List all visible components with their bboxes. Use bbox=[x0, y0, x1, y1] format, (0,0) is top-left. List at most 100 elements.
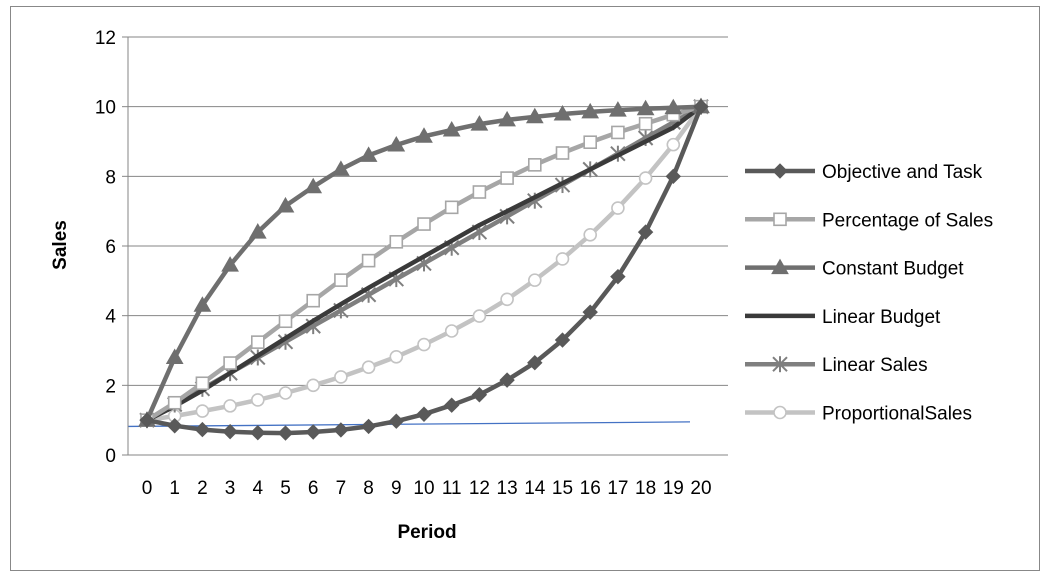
y-tick-label: 8 bbox=[105, 167, 116, 188]
data-point-square bbox=[251, 335, 265, 349]
x-tick-label: 12 bbox=[469, 478, 490, 499]
data-point-square bbox=[611, 125, 625, 140]
data-point-circle bbox=[666, 137, 681, 152]
series-objective-and-task bbox=[139, 98, 709, 441]
y-tick-label: 12 bbox=[95, 28, 116, 49]
data-point-triangle bbox=[415, 127, 433, 143]
x-tick-label: 7 bbox=[336, 478, 347, 499]
data-point-circle bbox=[195, 404, 210, 418]
x-tick-label: 0 bbox=[142, 478, 153, 499]
data-point-diamond bbox=[388, 413, 405, 429]
x-tick-label: 11 bbox=[442, 478, 462, 499]
data-point-circle bbox=[555, 252, 570, 266]
data-point-square bbox=[638, 116, 653, 131]
x-tick-label: 10 bbox=[413, 478, 434, 499]
data-point-square bbox=[583, 135, 598, 149]
reference-line bbox=[127, 421, 691, 428]
data-point-circle bbox=[638, 171, 653, 185]
data-point-triangle bbox=[304, 177, 323, 194]
legend-entry: Linear Sales bbox=[745, 355, 928, 376]
x-tick-label: 4 bbox=[253, 478, 264, 499]
data-point-diamond bbox=[305, 424, 321, 440]
data-point-diamond bbox=[665, 168, 682, 185]
data-point-circle bbox=[417, 337, 431, 352]
x-tick-label: 16 bbox=[580, 478, 601, 499]
x-tick-label: 1 bbox=[169, 478, 180, 499]
data-point-diamond bbox=[443, 397, 460, 413]
legend-entry: ProportionalSales bbox=[745, 404, 972, 425]
x-tick-label: 18 bbox=[635, 478, 656, 499]
data-point-diamond bbox=[637, 224, 654, 240]
data-point-triangle bbox=[387, 135, 406, 152]
data-point-diamond bbox=[139, 412, 155, 428]
y-tick-label: 2 bbox=[105, 376, 116, 397]
data-point-triangle bbox=[359, 146, 378, 162]
data-point-triangle bbox=[609, 101, 627, 117]
data-point-triangle bbox=[193, 296, 212, 312]
data-point-triangle bbox=[664, 98, 683, 115]
data-point-diamond bbox=[693, 98, 709, 115]
data-point-triangle bbox=[248, 223, 267, 239]
data-point-triangle bbox=[636, 99, 655, 116]
data-point-circle bbox=[361, 360, 376, 375]
x-tick-label: 15 bbox=[552, 478, 573, 499]
data-point-circle bbox=[306, 378, 321, 393]
data-point-triangle bbox=[165, 348, 184, 364]
data-point-triangle bbox=[525, 107, 544, 124]
legend-entry: Linear Budget bbox=[745, 307, 941, 328]
data-point-circle bbox=[250, 393, 265, 407]
y-axis-title: Sales bbox=[50, 220, 71, 270]
data-point-diamond bbox=[772, 163, 788, 179]
data-point-square bbox=[389, 235, 404, 249]
data-point-star bbox=[772, 356, 788, 373]
data-point-square bbox=[500, 171, 514, 185]
data-point-circle bbox=[334, 370, 348, 384]
data-point-circle bbox=[472, 309, 487, 323]
data-point-circle bbox=[444, 324, 459, 338]
x-tick-label: 6 bbox=[308, 478, 319, 499]
data-point-diamond bbox=[610, 268, 626, 285]
data-point-diamond bbox=[360, 418, 377, 435]
data-point-triangle bbox=[221, 256, 239, 272]
axes bbox=[122, 36, 728, 456]
grid-lines bbox=[128, 36, 728, 386]
data-point-diamond bbox=[194, 421, 211, 438]
data-point-diamond bbox=[499, 372, 515, 388]
x-tick-label: 20 bbox=[690, 478, 711, 499]
data-point-diamond bbox=[277, 425, 294, 441]
data-point-square bbox=[195, 376, 210, 391]
legend-label: Objective and Task bbox=[822, 162, 983, 183]
legend-entry: Constant Budget bbox=[745, 258, 964, 280]
data-point-square bbox=[306, 293, 321, 308]
data-point-diamond bbox=[582, 304, 598, 320]
legend: Objective and Task Percentage of Sales Con… bbox=[745, 162, 993, 425]
legend-entry: Percentage of Sales bbox=[745, 210, 993, 231]
data-point-circle bbox=[278, 386, 293, 400]
data-point-triangle bbox=[771, 258, 789, 275]
data-point-square bbox=[361, 253, 376, 268]
data-point-diamond bbox=[527, 354, 543, 371]
data-point-triangle bbox=[332, 160, 350, 176]
data-point-circle bbox=[611, 201, 625, 215]
data-point-circle bbox=[527, 273, 542, 287]
x-tick-label: 5 bbox=[280, 478, 291, 499]
data-point-triangle bbox=[442, 120, 461, 137]
y-tick-label: 6 bbox=[105, 237, 116, 258]
data-point-circle bbox=[223, 399, 237, 413]
data-point-square bbox=[472, 185, 487, 199]
x-tick-label: 9 bbox=[391, 478, 402, 499]
legend-label: Constant Budget bbox=[822, 259, 964, 280]
data-point-square bbox=[278, 314, 293, 329]
data-point-triangle bbox=[498, 110, 516, 127]
x-tick-label: 19 bbox=[663, 478, 684, 499]
legend-label: Linear Sales bbox=[822, 355, 928, 376]
legend-entry: Objective and Task bbox=[745, 162, 983, 183]
y-tick-label: 0 bbox=[105, 446, 116, 467]
data-point-square bbox=[334, 273, 348, 287]
data-point-diamond bbox=[166, 418, 183, 434]
data-point-square bbox=[223, 356, 237, 370]
data-point-diamond bbox=[333, 422, 349, 438]
data-point-square bbox=[555, 146, 570, 160]
